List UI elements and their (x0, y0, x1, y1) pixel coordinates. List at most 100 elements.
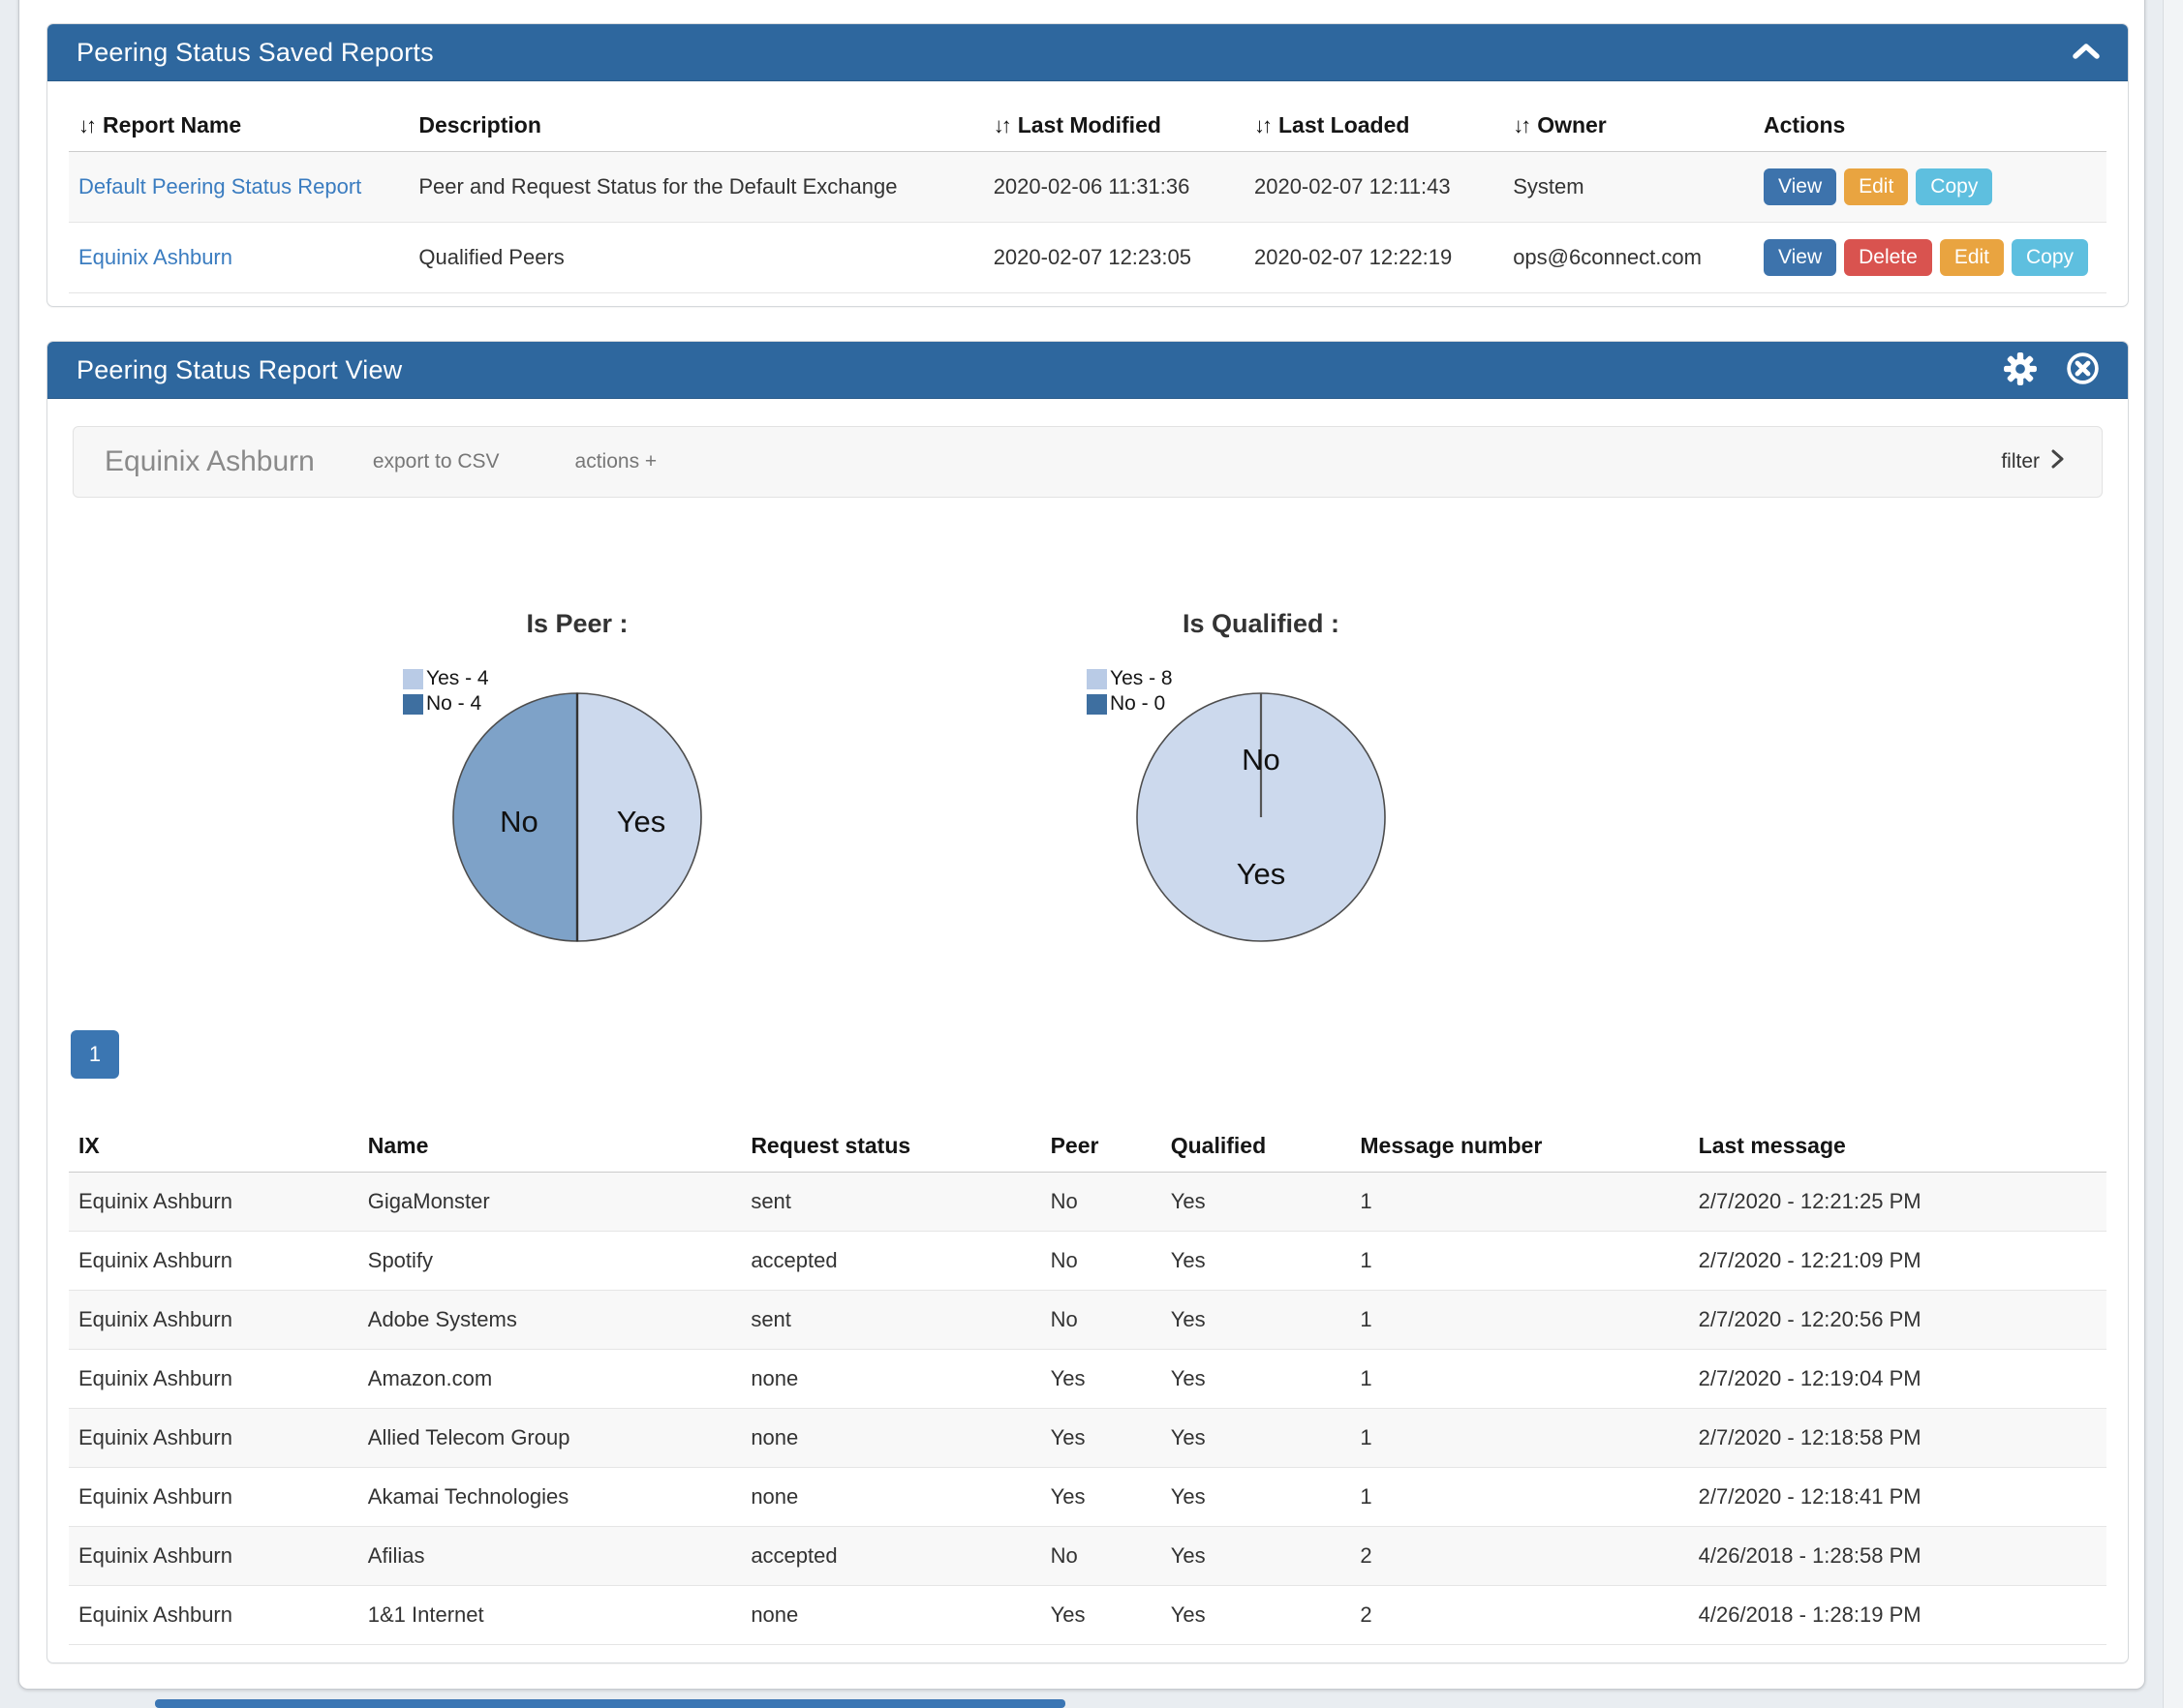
report-name-heading: Equinix Ashburn (105, 445, 315, 477)
saved-reports-panel-header[interactable]: Peering Status Saved Reports (47, 24, 2128, 81)
view-button[interactable]: View (1763, 168, 1837, 205)
message-number-cell: 1 (1350, 1172, 1689, 1232)
peer-row: Equinix Ashburn Afilias accepted No Yes 2 4/26… (69, 1526, 2106, 1586)
chevron-up-icon (2072, 42, 2101, 64)
name-cell: Akamai Technologies (357, 1467, 742, 1527)
report-view-body: Equinix Ashburn export to CSV actions + … (47, 399, 2128, 1663)
request-status-cell: sent (741, 1290, 1041, 1350)
pie-label-no: No (1242, 743, 1280, 777)
pie-slice-no[interactable] (452, 692, 578, 942)
sort-icon[interactable]: ↓↑ (78, 113, 97, 137)
copy-button[interactable]: Copy (2012, 239, 2089, 276)
collapse-button[interactable] (2072, 42, 2101, 64)
peer-cell: No (1040, 1526, 1161, 1586)
message-number-cell: 2 (1350, 1585, 1689, 1645)
chart-legend: Yes - 4 No - 4 (403, 666, 489, 717)
sort-icon[interactable]: ↓↑ (1253, 113, 1273, 137)
ix-cell: Equinix Ashburn (69, 1585, 358, 1645)
report-view-panel-header: Peering Status Report View (47, 342, 2128, 399)
peer-row: Equinix Ashburn 1&1 Internet none Yes Yes 2 4/… (69, 1585, 2106, 1645)
name-cell: GigaMonster (357, 1172, 742, 1232)
column-header-last-modified[interactable]: ↓↑ Last Modified (983, 97, 1245, 152)
column-header-owner[interactable]: ↓↑ Owner (1503, 97, 1754, 152)
pagination-page-1-button[interactable]: 1 (71, 1030, 119, 1079)
copy-button[interactable]: Copy (1916, 168, 1993, 205)
pie-slice-yes[interactable] (576, 692, 702, 942)
export-csv-link[interactable]: export to CSV (367, 449, 506, 474)
name-cell: Adobe Systems (357, 1290, 742, 1350)
peer-cell: No (1040, 1231, 1161, 1291)
pie-wrap: Yes - 8 No - 0 No Yes (1009, 647, 1513, 966)
report-link[interactable]: Equinix Ashburn (78, 245, 232, 269)
actions-menu-link[interactable]: actions + (569, 449, 663, 474)
request-status-cell: accepted (741, 1526, 1041, 1586)
filter-toggle[interactable]: filter (1995, 446, 2071, 477)
ix-cell: Equinix Ashburn (69, 1290, 358, 1350)
request-status-cell: none (741, 1585, 1041, 1645)
peer-cell: Yes (1040, 1408, 1161, 1468)
filter-label: filter (2001, 450, 2040, 473)
last-message-cell: 4/26/2018 - 1:28:58 PM (1688, 1526, 2106, 1586)
legend-label: No - 4 (426, 692, 482, 715)
request-status-cell: accepted (741, 1231, 1041, 1291)
column-header-last-message: Last message (1688, 1117, 2106, 1173)
pie-svg: No Yes (1136, 692, 1386, 942)
message-number-cell: 1 (1350, 1290, 1689, 1350)
saved-reports-panel: Peering Status Saved Reports ↓↑ Report Na… (46, 23, 2129, 307)
settings-button[interactable] (2003, 351, 2038, 389)
message-number-cell: 1 (1350, 1467, 1689, 1527)
message-number-cell: 2 (1350, 1526, 1689, 1586)
last-message-cell: 2/7/2020 - 12:19:04 PM (1688, 1349, 2106, 1409)
qualified-cell: Yes (1160, 1585, 1351, 1645)
close-panel-button[interactable] (2065, 351, 2101, 389)
description-cell: Peer and Request Status for the Default … (409, 151, 984, 223)
pie-label-no: No (500, 805, 538, 839)
panel-title: Peering Status Saved Reports (77, 37, 434, 67)
sort-icon[interactable]: ↓↑ (993, 113, 1012, 137)
peer-cell: No (1040, 1172, 1161, 1232)
chart-title: Is Peer : (526, 609, 629, 638)
report-name-cell: Default Peering Status Report (69, 151, 410, 223)
chart-legend: Yes - 8 No - 0 (1087, 666, 1173, 717)
message-number-cell: 1 (1350, 1231, 1689, 1291)
peers-table-container: IX Name Request status Peer Qualified Message… (69, 1117, 2106, 1645)
gear-icon (2003, 351, 2038, 389)
vertical-scrollbar-track[interactable] (2163, 0, 2183, 1708)
column-header-last-loaded[interactable]: ↓↑ Last Loaded (1244, 97, 1504, 152)
delete-button[interactable]: Delete (1844, 239, 1932, 276)
pie-label-yes: Yes (617, 805, 666, 839)
edit-button[interactable]: Edit (1844, 168, 1909, 205)
legend-item: Yes - 4 (403, 666, 489, 691)
report-name-cell: Equinix Ashburn (69, 222, 410, 293)
request-status-cell: sent (741, 1172, 1041, 1232)
report-link[interactable]: Default Peering Status Report (78, 174, 362, 198)
horizontal-scrollbar-thumb[interactable] (155, 1699, 1065, 1708)
column-header-request-status: Request status (741, 1117, 1041, 1173)
chart-title: Is Qualified : (1182, 609, 1340, 638)
last-message-cell: 2/7/2020 - 12:21:25 PM (1688, 1172, 2106, 1232)
saved-reports-header-row: ↓↑ Report Name Description ↓↑ Last Modified ↓… (69, 97, 2106, 152)
peer-cell: No (1040, 1290, 1161, 1350)
column-header-peer: Peer (1040, 1117, 1161, 1173)
message-number-cell: 1 (1350, 1349, 1689, 1409)
edit-button[interactable]: Edit (1939, 239, 2004, 276)
last-message-cell: 2/7/2020 - 12:21:09 PM (1688, 1231, 2106, 1291)
owner-cell: System (1503, 151, 1754, 223)
last-loaded-cell: 2020-02-07 12:11:43 (1244, 151, 1504, 223)
peer-cell: Yes (1040, 1349, 1161, 1409)
last-message-cell: 2/7/2020 - 12:18:41 PM (1688, 1467, 2106, 1527)
column-header-report-name[interactable]: ↓↑ Report Name (69, 97, 410, 152)
peer-row: Equinix Ashburn Amazon.com none Yes Yes 1 2/7/… (69, 1349, 2106, 1409)
sort-icon[interactable]: ↓↑ (1513, 113, 1531, 137)
report-view-panel: Peering Status Report View (46, 341, 2129, 1663)
column-header-name: Name (357, 1117, 742, 1173)
last-loaded-cell: 2020-02-07 12:22:19 (1244, 222, 1504, 293)
ix-cell: Equinix Ashburn (69, 1408, 358, 1468)
owner-cell: ops@6connect.com (1503, 222, 1754, 293)
last-message-cell: 4/26/2018 - 1:28:19 PM (1688, 1585, 2106, 1645)
legend-item: Yes - 8 (1087, 666, 1173, 691)
view-button[interactable]: View (1763, 239, 1837, 276)
saved-reports-table: ↓↑ Report Name Description ↓↑ Last Modified ↓… (69, 97, 2106, 293)
legend-swatch (403, 693, 423, 715)
qualified-cell: Yes (1160, 1231, 1351, 1291)
